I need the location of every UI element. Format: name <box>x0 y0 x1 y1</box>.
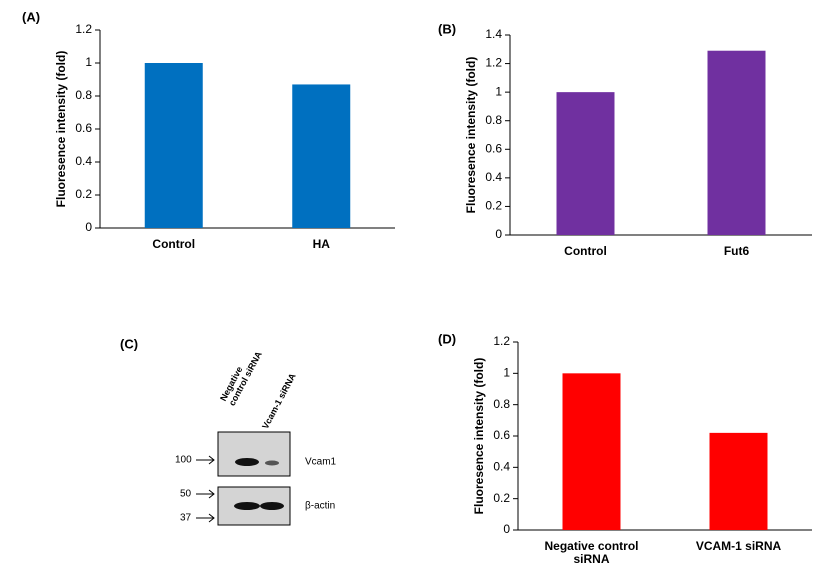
y-tick-label: 1.2 <box>493 334 510 348</box>
y-tick-label: 1 <box>503 366 510 380</box>
protein-label: β-actin <box>305 501 335 512</box>
x-tick-label: Fut6 <box>723 245 750 258</box>
y-tick-label: 0 <box>503 522 510 536</box>
x-tick-label-box: Negative control siRNA <box>544 540 639 566</box>
x-tick-label-box: HA <box>312 238 330 251</box>
y-axis-label: Fluoresence intensity (fold) <box>472 358 486 515</box>
bar <box>556 92 615 236</box>
panel-label: (D) <box>438 331 456 346</box>
y-tick-label: 0.2 <box>493 491 510 505</box>
y-tick-label: 0.6 <box>75 121 92 135</box>
bar <box>707 50 766 235</box>
bar <box>292 84 351 228</box>
band <box>265 460 279 466</box>
x-tick-label-box: Control <box>564 245 607 258</box>
y-tick-label: 1 <box>495 84 502 98</box>
bar <box>144 63 203 228</box>
panel-label: (C) <box>120 336 138 351</box>
lane-labels: Negative control siRNA Vcam-1 siRNA <box>218 352 298 431</box>
y-tick-label: 0.6 <box>493 428 510 442</box>
marker-label: 100 <box>175 455 192 466</box>
y-tick-label: 0.8 <box>493 397 510 411</box>
band <box>260 502 284 510</box>
y-tick-label: 1.2 <box>485 56 502 70</box>
marker-label: 37 <box>180 513 192 524</box>
x-tick-label: Negative control siRNA <box>544 540 639 566</box>
y-tick-label: 0 <box>495 227 502 241</box>
y-tick-label: 0.8 <box>75 88 92 102</box>
x-tick-label: HA <box>312 238 330 251</box>
blot-membrane <box>217 431 291 477</box>
x-tick-label: Control <box>152 238 196 251</box>
y-tick-label: 0.4 <box>485 170 502 184</box>
bar <box>562 373 621 530</box>
y-tick-label: 0.4 <box>75 154 92 168</box>
marker-arrows <box>196 455 215 523</box>
y-tick-label: 0.6 <box>485 141 502 155</box>
y-tick-label: 0.8 <box>485 113 502 127</box>
x-tick-label-box: VCAM-1 siRNA <box>695 540 782 553</box>
y-axis-label: Fluoresence intensity (fold) <box>464 57 478 214</box>
y-tick-label: 0.2 <box>485 199 502 213</box>
y-tick-label: 0 <box>85 220 92 234</box>
lane-label: Vcam-1 siRNA <box>260 371 298 431</box>
bar <box>709 432 768 530</box>
band <box>234 502 260 510</box>
y-tick-label: 1.4 <box>485 27 502 41</box>
protein-label: Vcam1 <box>305 457 337 468</box>
band <box>235 458 259 466</box>
marker-label: 50 <box>180 489 192 500</box>
x-tick-label-box: Control <box>152 238 196 251</box>
panel-label: (B) <box>438 21 456 36</box>
panel-label: (A) <box>22 9 40 24</box>
lane-label: Negative control siRNA <box>218 352 264 408</box>
x-tick-label: VCAM-1 siRNA <box>695 540 782 553</box>
x-tick-label-box: Fut6 <box>723 245 750 258</box>
y-tick-label: 0.2 <box>75 187 92 201</box>
y-tick-label: 1.2 <box>75 22 92 36</box>
y-tick-label: 0.4 <box>493 460 510 474</box>
y-axis-label: Fluoresence intensity (fold) <box>54 51 68 208</box>
y-tick-label: 1 <box>85 55 92 69</box>
x-tick-label: Control <box>564 245 607 258</box>
